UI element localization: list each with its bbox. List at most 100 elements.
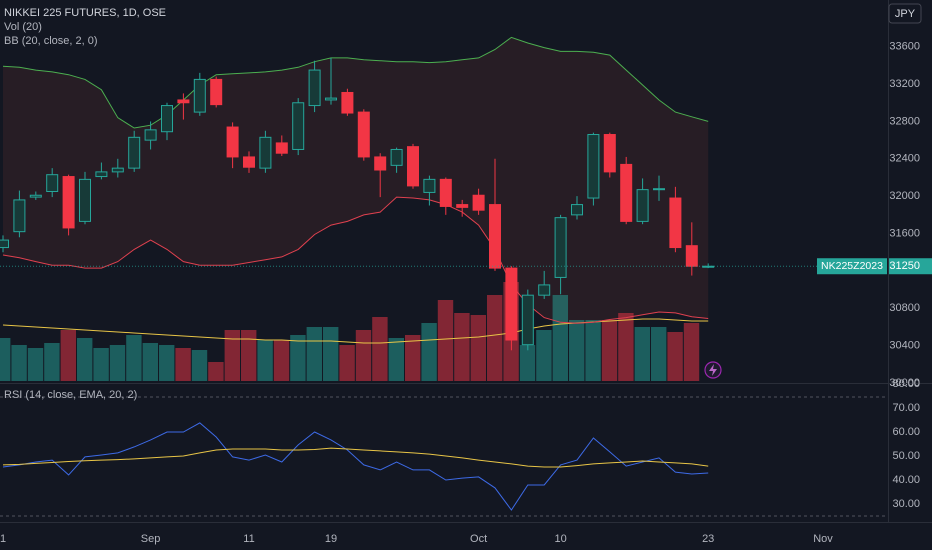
rsi-line [2,447,709,468]
candle-body [161,105,173,133]
candle-body [554,217,567,278]
volume-bar [585,320,601,381]
candle-body [423,178,436,193]
candle-body [226,126,239,158]
candle-body [144,129,157,141]
x-tick-label: 10 [554,533,566,545]
candle-body [46,174,59,192]
volume-bar [44,343,60,381]
volume-bar [487,295,503,381]
bollinger-legend: BB (20, close, 2, 0) [4,35,98,47]
volume-bar [241,330,257,381]
candle-body [0,239,9,249]
volume-bar [257,340,273,381]
last-price-label: 31250 [889,260,920,272]
volume-bar [569,320,585,381]
candle-body [79,178,91,222]
candle-body [62,176,75,229]
candle-body [505,267,518,341]
y-tick-label: 30400 [889,340,920,352]
candle-body [489,204,501,269]
x-tick-label: 23 [702,533,714,545]
volume-bar [437,300,454,381]
volume-bar [191,350,208,381]
candle-body [587,134,600,199]
candle-body [275,142,288,154]
volume-bar [290,335,306,381]
x-tick-label: 1 [0,533,6,545]
volume-bar [306,327,322,381]
candle-body [521,294,534,346]
rsi-line [2,422,709,511]
volume-bar [651,327,667,381]
bollinger-lower [2,196,709,324]
candle-body [29,194,42,198]
currency[interactable]: JPY [895,8,916,20]
volume-bar [339,345,355,381]
candle-body [603,134,616,173]
y-tick-label: 32000 [889,190,920,202]
volume-bar [421,323,437,381]
last-price-box [889,258,932,275]
x-tick-label: 19 [325,533,337,545]
candle-body [13,199,26,233]
volume-bar [159,345,175,381]
volume-bar [519,345,536,381]
candle-body [341,91,354,114]
alert-icon-bolt[interactable] [709,364,717,376]
candle-body [620,163,633,222]
bollinger-upper [2,36,709,129]
volume-bar [60,330,76,381]
volume-bar [470,315,486,381]
x-tick-label: Sep [141,533,161,545]
volume-bar [175,348,191,381]
candle-body [653,188,665,191]
candle-body [636,189,649,222]
candle-body [685,245,698,267]
candle-body [95,171,108,178]
volume-bar [126,335,142,381]
volume-bar [208,362,224,381]
volume-bar [355,330,372,381]
volume-bar [27,348,44,381]
volume-bar [634,327,650,381]
y-tick-label: 30000 [889,377,920,389]
candle-body [571,204,583,216]
candle-body [390,148,403,166]
volume-bar [388,338,404,381]
candle-body [128,136,141,169]
symbol-box [817,258,887,275]
y-tick-label: 33600 [889,41,920,53]
volume-bar [273,340,290,381]
candle-body [538,284,551,296]
candle-body [407,146,419,187]
symbol-label: NK225Z2023 [821,260,883,272]
x-tick-label: Oct [470,533,487,545]
y-tick-label: 30.00 [892,498,920,510]
candle-body [456,204,469,208]
volume-bar [224,330,240,381]
y-tick-label: 60.00 [892,426,920,438]
alert-icon[interactable] [704,361,722,379]
candle-body [292,102,305,150]
chart-title: NIKKEI 225 FUTURES, 1D, OSE [4,7,166,19]
volume-legend: Vol (20) [4,21,42,33]
volume-bar [601,320,618,381]
candle-body [325,97,337,101]
volume-bar [536,330,552,381]
y-tick-label: 32400 [889,153,920,165]
volume-bar [372,317,388,381]
candle-body [439,178,452,207]
currency-box[interactable] [888,3,922,24]
candle-body [111,167,124,173]
volume-bar [552,295,568,381]
candle-body [669,197,682,249]
candle-body [259,136,272,169]
volume-bar [77,338,93,381]
volume-bar [142,343,158,381]
y-tick-label: 31600 [889,227,920,239]
candle-body [243,156,255,168]
volume-bar [683,323,700,381]
y-tick-label: 40.00 [892,474,920,486]
